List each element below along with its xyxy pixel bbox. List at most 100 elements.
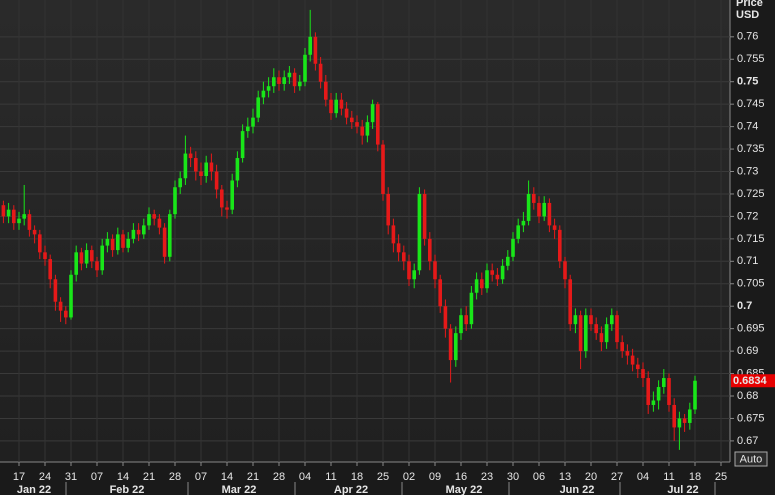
candle-body bbox=[573, 315, 578, 325]
candle-body bbox=[261, 90, 266, 98]
candle-body bbox=[662, 378, 666, 388]
candle-body bbox=[526, 193, 531, 221]
candle-body bbox=[339, 99, 344, 109]
candle-body bbox=[199, 171, 203, 176]
y-tick-label: 0.695 bbox=[737, 323, 765, 335]
candle-body bbox=[235, 158, 240, 181]
candle-body bbox=[568, 279, 572, 325]
x-tick-label: 04 bbox=[299, 471, 311, 483]
candle-body bbox=[17, 218, 21, 224]
x-tick-label: 14 bbox=[117, 471, 129, 483]
axis-title: Price bbox=[736, 0, 763, 9]
auto-button[interactable] bbox=[734, 451, 768, 467]
candle-body bbox=[651, 400, 656, 405]
candle-body bbox=[246, 126, 250, 132]
y-tick-label: 0.745 bbox=[737, 98, 765, 110]
candle-body bbox=[1, 205, 6, 217]
candle-body bbox=[604, 324, 609, 343]
candle-body bbox=[454, 333, 458, 361]
candle-body bbox=[251, 117, 255, 127]
month-label: Feb 22 bbox=[110, 484, 145, 495]
candle-body bbox=[344, 108, 349, 118]
x-tick-label: 30 bbox=[507, 471, 519, 483]
candle-body bbox=[365, 122, 370, 136]
candle-body bbox=[303, 54, 307, 82]
candle-body bbox=[490, 270, 494, 275]
candle-body bbox=[27, 214, 32, 230]
candle-body bbox=[225, 207, 229, 210]
x-tick-label: 17 bbox=[13, 471, 25, 483]
y-tick-label: 0.73 bbox=[737, 165, 758, 177]
candle-body bbox=[547, 202, 552, 226]
x-tick-label: 25 bbox=[377, 471, 389, 483]
auto-button-label[interactable]: Auto bbox=[740, 453, 763, 465]
candle-body bbox=[422, 193, 427, 239]
y-tick-label: 0.72 bbox=[737, 210, 758, 222]
candle-body bbox=[32, 229, 37, 235]
candle-body bbox=[506, 256, 510, 266]
candle-body bbox=[542, 202, 546, 217]
x-tick-label: 09 bbox=[429, 471, 441, 483]
candle-body bbox=[116, 234, 120, 251]
candle-body bbox=[272, 77, 276, 87]
x-tick-label: 27 bbox=[611, 471, 623, 483]
last-price-box bbox=[731, 374, 775, 388]
candle-body bbox=[464, 315, 468, 325]
candle-body bbox=[599, 333, 604, 343]
candle-body bbox=[168, 214, 172, 257]
candles bbox=[1, 9, 697, 450]
candle-body bbox=[183, 153, 188, 179]
x-tick-label: 21 bbox=[143, 471, 155, 483]
y-tick-label: 0.735 bbox=[737, 143, 765, 155]
candle-body bbox=[355, 122, 359, 127]
candle-body bbox=[173, 187, 177, 215]
candle-body bbox=[38, 234, 42, 253]
candle-body bbox=[578, 315, 583, 352]
x-tick-label: 23 bbox=[481, 471, 493, 483]
candle-body bbox=[485, 270, 489, 289]
candle-body bbox=[474, 279, 479, 293]
candle-body bbox=[43, 252, 47, 260]
candle-body bbox=[74, 252, 78, 275]
candle-body bbox=[521, 220, 526, 226]
x-tick-label: 13 bbox=[559, 471, 571, 483]
y-tick-label: 0.67 bbox=[737, 435, 758, 447]
candle-body bbox=[516, 225, 520, 239]
candle-body bbox=[459, 315, 463, 334]
candle-body bbox=[428, 238, 432, 262]
x-tick-label: 31 bbox=[65, 471, 77, 483]
month-label: Jan 22 bbox=[17, 484, 51, 495]
candle-body bbox=[178, 178, 182, 188]
candle-body bbox=[667, 378, 671, 405]
candle-body bbox=[438, 279, 442, 307]
y-axis-panel bbox=[730, 0, 775, 495]
month-label: Jul 22 bbox=[667, 484, 698, 495]
candle-body bbox=[381, 144, 385, 194]
y-tick-label: 0.74 bbox=[737, 121, 758, 133]
candle-body bbox=[282, 77, 286, 84]
candle-body bbox=[334, 99, 338, 114]
candle-body bbox=[682, 418, 687, 423]
candle-body bbox=[386, 193, 390, 226]
candle-body bbox=[402, 252, 406, 262]
candle-body bbox=[220, 189, 224, 208]
candle-body bbox=[495, 274, 500, 280]
candle-body bbox=[287, 72, 292, 78]
candle-body bbox=[240, 131, 245, 159]
candle-body bbox=[500, 265, 505, 280]
candle-body bbox=[646, 378, 650, 405]
candle-body bbox=[64, 310, 68, 318]
candle-body bbox=[589, 315, 593, 325]
y-tick-label: 0.725 bbox=[737, 188, 765, 200]
candle-body bbox=[230, 180, 234, 210]
candle-body bbox=[480, 279, 484, 289]
candle-body bbox=[630, 355, 635, 365]
candle-body bbox=[298, 81, 302, 87]
candle-body bbox=[584, 315, 588, 352]
candle-body bbox=[594, 324, 598, 334]
candle-body bbox=[407, 261, 411, 280]
y-tick-label: 0.75 bbox=[737, 76, 758, 88]
candle-body bbox=[204, 162, 208, 176]
candle-body bbox=[12, 209, 16, 224]
candle-body bbox=[110, 238, 115, 251]
